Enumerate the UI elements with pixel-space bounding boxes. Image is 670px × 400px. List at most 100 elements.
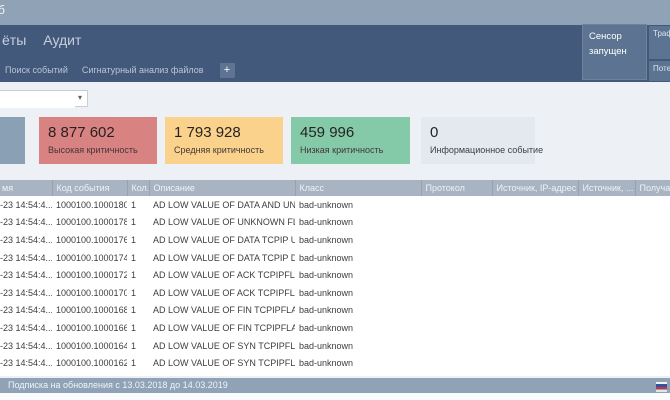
table-row[interactable]: -23 14:54:4... 1000100.1000168 1 AD LOW VAL… bbox=[0, 302, 670, 320]
cell-source-2 bbox=[578, 302, 635, 320]
cell-receiver bbox=[635, 249, 670, 267]
col-header-class[interactable]: Класс bbox=[294, 180, 421, 196]
table-row[interactable]: -23 14:54:4... 1000100.1000174 1 AD LOW VAL… bbox=[0, 249, 670, 267]
cell-description: AD LOW VALUE OF SYN TCPIPFLAG... bbox=[153, 340, 295, 351]
cell-class: bad-unknown bbox=[299, 252, 354, 263]
summary-card-info[interactable]: 0 Информационное событие bbox=[421, 117, 544, 164]
cell-description: AD LOW VALUE OF DATA TCPIP DO... bbox=[153, 252, 295, 263]
cell-count: 1 bbox=[131, 322, 137, 333]
summary-card-low[interactable]: 459 996 Низкая критичность bbox=[291, 117, 410, 164]
info-event-label: Информационное событие bbox=[430, 145, 544, 155]
status-bar: Подписка на обновления с 13.03.2018 до 1… bbox=[0, 378, 670, 393]
cell-count: 1 bbox=[131, 358, 137, 369]
cell-time: -23 14:54:4... bbox=[0, 340, 52, 351]
cell-class: bad-unknown bbox=[299, 270, 354, 281]
chevron-down-icon[interactable]: ▾ bbox=[77, 93, 82, 102]
cell-source-ip bbox=[492, 284, 578, 302]
cell-source-2 bbox=[578, 249, 635, 267]
event-filter-input[interactable] bbox=[0, 94, 75, 108]
cell-event-code: 1000100.1000180 bbox=[56, 199, 127, 210]
cell-source-ip bbox=[492, 302, 578, 320]
cell-time: -23 14:54:4... bbox=[0, 305, 52, 316]
cell-count: 1 bbox=[131, 305, 137, 316]
cell-time: -23 14:54:4... bbox=[0, 287, 52, 298]
cell-protocol bbox=[421, 354, 492, 372]
cell-class: bad-unknown bbox=[299, 287, 354, 298]
cell-time: -23 14:54:4... bbox=[0, 322, 52, 333]
cell-description: AD LOW VALUE OF UNKNOWN FLA... bbox=[153, 217, 295, 228]
cell-time: -23 14:54:4... bbox=[0, 252, 52, 263]
table-row[interactable]: -23 14:54:4... 1000100.1000166 1 AD LOW VAL… bbox=[0, 319, 670, 337]
table-row[interactable]: -23 14:54:4... 1000100.1000172 1 AD LOW VAL… bbox=[0, 266, 670, 284]
col-header-source-ip[interactable]: Источник, IP-адрес bbox=[491, 180, 578, 196]
subscription-status: Подписка на обновления с 13.03.2018 до 1… bbox=[8, 380, 228, 390]
col-header-description[interactable]: Описание bbox=[148, 180, 295, 196]
cell-source-ip bbox=[492, 214, 578, 232]
event-filter-combobox[interactable]: ▾ bbox=[0, 90, 88, 108]
cell-source-2 bbox=[578, 319, 635, 337]
table-row[interactable]: -23 14:54:4... 1000100.1000178 1 AD LOW VAL… bbox=[0, 214, 670, 232]
cell-event-code: 1000100.1000170 bbox=[56, 287, 127, 298]
cell-time: -23 14:54:4... bbox=[0, 358, 52, 369]
cell-receiver bbox=[635, 337, 670, 355]
table-row[interactable]: -23 14:54:4... 1000100.1000176 1 AD LOW VAL… bbox=[0, 231, 670, 249]
menu-item-reports[interactable]: ёты bbox=[2, 32, 27, 48]
cell-source-2 bbox=[578, 354, 635, 372]
cell-description: AD LOW VALUE OF ACK TCPIPFLAG... bbox=[153, 287, 295, 298]
add-tab-button[interactable]: + bbox=[219, 62, 235, 78]
cell-event-code: 1000100.1000174 bbox=[56, 252, 127, 263]
cell-receiver bbox=[635, 354, 670, 372]
cell-receiver bbox=[635, 231, 670, 249]
tab-event-search[interactable]: Поиск событий bbox=[5, 65, 68, 75]
cell-source-2 bbox=[578, 196, 635, 214]
cell-protocol bbox=[421, 337, 492, 355]
cell-receiver bbox=[635, 214, 670, 232]
menu-item-audit[interactable]: Аудит bbox=[43, 32, 82, 48]
sensor-status-panel: Сенсор запущен bbox=[582, 24, 647, 80]
cell-source-2 bbox=[578, 337, 635, 355]
cell-protocol bbox=[421, 249, 492, 267]
col-header-event-code[interactable]: Код события bbox=[51, 180, 127, 196]
cell-count: 1 bbox=[131, 199, 137, 210]
tab-signature-file-analysis[interactable]: Сигнатурный анализ файлов bbox=[81, 65, 204, 75]
window-title-fragment: б bbox=[0, 3, 5, 17]
table-row[interactable]: -23 14:54:4... 1000100.1000180 1 AD LOW VAL… bbox=[0, 196, 670, 214]
col-header-source-2[interactable]: Источник, ... bbox=[577, 180, 635, 196]
cell-event-code: 1000100.1000178 bbox=[56, 217, 127, 228]
cell-count: 1 bbox=[131, 287, 137, 298]
cell-protocol bbox=[421, 196, 492, 214]
cell-protocol bbox=[421, 266, 492, 284]
table-row[interactable]: -23 14:54:4... 1000100.1000164 1 AD LOW VAL… bbox=[0, 337, 670, 355]
table-row[interactable]: -23 14:54:4... 1000100.1000162 1 AD LOW VAL… bbox=[0, 354, 670, 372]
loss-cell: Потери bbox=[649, 61, 670, 81]
table-background bbox=[0, 196, 670, 376]
table-row[interactable]: -23 14:54:4... 1000100.1000170 1 AD LOW VAL… bbox=[0, 284, 670, 302]
cell-receiver bbox=[635, 196, 670, 214]
low-severity-count: 459 996 bbox=[300, 124, 355, 141]
summary-card-partial[interactable] bbox=[0, 117, 25, 164]
ru-flag-icon[interactable] bbox=[656, 382, 667, 393]
high-severity-label: Высокая критичность bbox=[48, 145, 138, 155]
cell-source-ip bbox=[492, 249, 578, 267]
summary-card-medium[interactable]: 1 793 928 Средняя критичность bbox=[165, 117, 283, 164]
col-header-receiver[interactable]: Получатель bbox=[634, 180, 670, 196]
cell-count: 1 bbox=[131, 340, 137, 351]
cell-description: AD LOW VALUE OF ACK TCPIPFLAG... bbox=[153, 270, 295, 281]
summary-card-high[interactable]: 8 877 602 Высокая критичность bbox=[39, 117, 157, 164]
cell-source-2 bbox=[578, 231, 635, 249]
col-header-count[interactable]: Кол... bbox=[126, 180, 149, 196]
cell-time: -23 14:54:4... bbox=[0, 199, 52, 210]
app-header: ёты Аудит Поиск событий Сигнатурный анал… bbox=[0, 25, 670, 82]
cell-count: 1 bbox=[131, 270, 137, 281]
col-header-time[interactable]: мя bbox=[0, 180, 52, 196]
cell-event-code: 1000100.1000164 bbox=[56, 340, 127, 351]
window-titlebar: б bbox=[0, 0, 670, 25]
cell-count: 1 bbox=[131, 252, 137, 263]
cell-protocol bbox=[421, 302, 492, 320]
cell-class: bad-unknown bbox=[299, 305, 354, 316]
cell-source-ip bbox=[492, 266, 578, 284]
cell-description: AD LOW VALUE OF FIN TCPIPFLAGS... bbox=[153, 305, 295, 316]
col-header-protocol[interactable]: Протокол bbox=[420, 180, 492, 196]
cell-description: AD LOW VALUE OF FIN TCPIPFLAGS... bbox=[153, 322, 295, 333]
cell-class: bad-unknown bbox=[299, 234, 354, 245]
